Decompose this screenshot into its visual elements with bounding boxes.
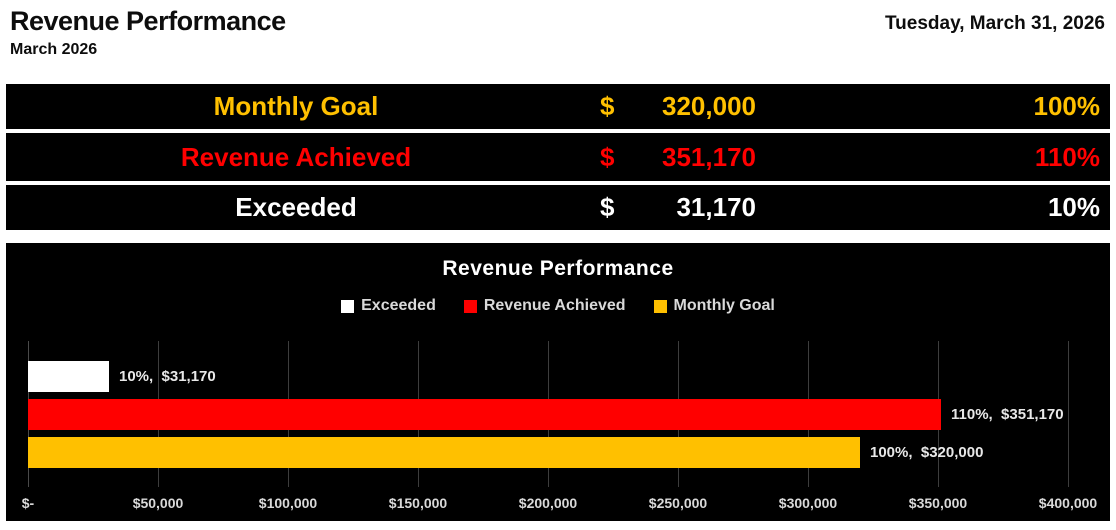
x-axis-tick-label: $250,000 xyxy=(648,495,708,511)
bar-monthly-goal xyxy=(28,437,860,468)
row-currency-sign: $ xyxy=(600,192,615,222)
legend-item-exceeded: Exceeded xyxy=(341,297,436,315)
x-axis-tick-label: $350,000 xyxy=(908,495,968,511)
row-label: Exceeded xyxy=(235,192,357,222)
row-value: 320,000 xyxy=(662,91,756,121)
bar-data-label: 110%, $351,170 xyxy=(951,406,1064,423)
revenue-performance-chart: Revenue Performance Exceeded Revenue Ach… xyxy=(6,243,1110,521)
gridline xyxy=(1068,341,1069,487)
x-axis-tick-label: $150,000 xyxy=(388,495,448,511)
page-subtitle: March 2026 xyxy=(10,41,98,58)
x-axis-tick-label: $50,000 xyxy=(132,495,184,511)
legend-label: Revenue Achieved xyxy=(483,297,626,314)
row-value: 351,170 xyxy=(662,141,756,172)
row-percent: 100% xyxy=(1033,91,1101,121)
summary-row-exceeded: Exceeded $ 31,170 10% xyxy=(6,185,1110,230)
bar-data-label: 100%, $320,000 xyxy=(870,444,984,461)
summary-row-monthly-goal: Monthly Goal $ 320,000 100% xyxy=(6,84,1110,129)
legend-label: Exceeded xyxy=(361,297,436,314)
chart-title: Revenue Performance xyxy=(442,257,674,280)
row-value: 31,170 xyxy=(676,192,756,222)
row-label: Revenue Achieved xyxy=(180,141,412,172)
x-axis-tick-label: $100,000 xyxy=(258,495,318,511)
legend-swatch-icon xyxy=(341,299,355,313)
page-title: Revenue Performance xyxy=(10,6,286,36)
bar-exceeded xyxy=(28,361,109,392)
bar-data-label: 10%, $31,170 xyxy=(119,368,216,385)
plot-area: $- $50,000 $100,000 $150,000 $200,000 $250,00… xyxy=(22,341,1097,511)
row-currency-sign: $ xyxy=(600,91,615,121)
legend-swatch-icon xyxy=(653,299,667,313)
x-axis-tick-label: $400,000 xyxy=(1038,495,1098,511)
legend-label: Monthly Goal xyxy=(673,297,775,314)
chart-legend: Exceeded Revenue Achieved Monthly Goal xyxy=(6,297,1110,315)
bar-revenue-achieved xyxy=(28,399,941,430)
row-percent: 10% xyxy=(1047,192,1100,222)
page-date: Tuesday, March 31, 2026 xyxy=(884,13,1105,34)
legend-item-revenue-achieved: Revenue Achieved xyxy=(463,297,626,315)
legend-swatch-icon xyxy=(463,299,477,313)
row-currency-sign: $ xyxy=(600,141,615,172)
page-header: Revenue Performance March 2026 Tuesday, … xyxy=(0,0,1116,84)
legend-item-monthly-goal: Monthly Goal xyxy=(653,297,775,315)
row-percent: 110% xyxy=(1034,141,1100,172)
x-axis-tick-label: $200,000 xyxy=(518,495,578,511)
row-label: Monthly Goal xyxy=(213,91,379,121)
x-axis-tick-label: $- xyxy=(21,495,35,511)
x-axis-tick-label: $300,000 xyxy=(778,495,838,511)
summary-row-revenue-achieved: Revenue Achieved $ 351,170 110% xyxy=(6,133,1110,181)
